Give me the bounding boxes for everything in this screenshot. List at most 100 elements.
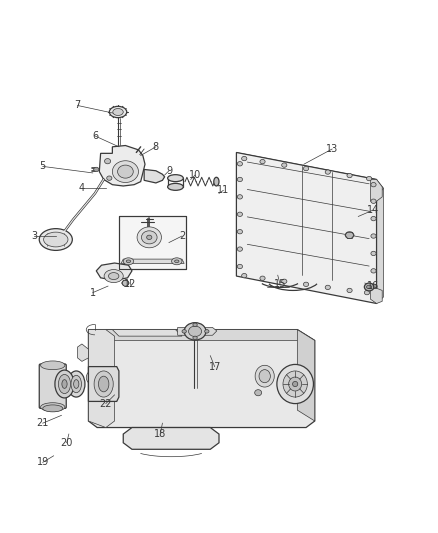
Text: 9: 9 — [166, 166, 172, 176]
Text: 8: 8 — [153, 142, 159, 152]
Ellipse shape — [117, 165, 133, 178]
Polygon shape — [371, 284, 382, 303]
Ellipse shape — [260, 276, 265, 280]
Ellipse shape — [105, 158, 111, 164]
Text: 3: 3 — [31, 231, 37, 241]
Ellipse shape — [237, 247, 243, 251]
Ellipse shape — [94, 167, 99, 172]
Ellipse shape — [367, 285, 372, 289]
Text: 18: 18 — [154, 429, 166, 439]
Ellipse shape — [237, 161, 243, 166]
Ellipse shape — [371, 251, 376, 256]
Ellipse shape — [283, 371, 307, 397]
Ellipse shape — [254, 390, 261, 396]
Text: 19: 19 — [37, 457, 49, 467]
Ellipse shape — [141, 231, 157, 244]
Ellipse shape — [237, 230, 243, 234]
Polygon shape — [178, 327, 217, 335]
Text: 2: 2 — [179, 231, 185, 241]
Ellipse shape — [175, 260, 179, 263]
Polygon shape — [377, 188, 384, 303]
Ellipse shape — [62, 379, 67, 389]
Ellipse shape — [58, 375, 71, 393]
Ellipse shape — [289, 377, 302, 391]
Ellipse shape — [193, 336, 197, 340]
Text: 5: 5 — [39, 161, 46, 172]
Ellipse shape — [259, 370, 270, 383]
Ellipse shape — [55, 370, 74, 398]
Text: 6: 6 — [92, 131, 98, 141]
Ellipse shape — [109, 272, 119, 279]
Ellipse shape — [371, 182, 376, 187]
Polygon shape — [237, 152, 377, 303]
Ellipse shape — [41, 361, 65, 370]
Ellipse shape — [347, 173, 352, 177]
Text: 14: 14 — [367, 205, 380, 215]
Ellipse shape — [172, 258, 182, 265]
Ellipse shape — [277, 365, 314, 403]
Ellipse shape — [304, 166, 309, 171]
Ellipse shape — [104, 270, 123, 282]
Ellipse shape — [364, 283, 374, 291]
Ellipse shape — [371, 199, 376, 204]
Text: 20: 20 — [60, 438, 73, 448]
Text: 13: 13 — [326, 144, 338, 154]
Text: 21: 21 — [36, 418, 49, 428]
Ellipse shape — [237, 264, 243, 269]
Ellipse shape — [147, 235, 152, 239]
Ellipse shape — [44, 232, 68, 247]
Polygon shape — [237, 152, 244, 275]
Ellipse shape — [193, 323, 197, 327]
Polygon shape — [297, 329, 315, 421]
Ellipse shape — [347, 288, 352, 293]
Polygon shape — [113, 329, 182, 336]
Text: 22: 22 — [99, 399, 112, 409]
Text: 4: 4 — [79, 183, 85, 193]
Ellipse shape — [41, 403, 65, 411]
Ellipse shape — [237, 195, 243, 199]
Polygon shape — [237, 152, 384, 188]
Text: 11: 11 — [217, 185, 230, 195]
Ellipse shape — [99, 376, 109, 392]
Ellipse shape — [94, 371, 113, 397]
Text: 16: 16 — [367, 281, 380, 291]
Ellipse shape — [282, 279, 287, 284]
Polygon shape — [121, 259, 184, 263]
Text: 17: 17 — [208, 361, 221, 372]
Polygon shape — [88, 367, 119, 401]
Ellipse shape — [182, 329, 186, 333]
Ellipse shape — [205, 329, 209, 333]
Ellipse shape — [214, 177, 219, 186]
Ellipse shape — [325, 285, 330, 289]
Ellipse shape — [67, 371, 85, 397]
Text: 7: 7 — [74, 100, 81, 110]
Polygon shape — [78, 344, 88, 361]
Polygon shape — [119, 216, 186, 269]
Polygon shape — [123, 427, 219, 449]
Ellipse shape — [71, 375, 81, 393]
Ellipse shape — [86, 370, 99, 384]
Ellipse shape — [122, 280, 129, 286]
Ellipse shape — [184, 322, 206, 340]
Ellipse shape — [113, 161, 138, 182]
Ellipse shape — [345, 232, 354, 239]
Polygon shape — [88, 329, 115, 427]
Text: 1: 1 — [90, 288, 96, 297]
Ellipse shape — [255, 365, 274, 387]
Ellipse shape — [110, 107, 127, 118]
Ellipse shape — [123, 258, 134, 265]
Polygon shape — [88, 329, 315, 427]
Text: 10: 10 — [189, 170, 201, 180]
Ellipse shape — [168, 175, 184, 182]
Ellipse shape — [126, 260, 131, 263]
Ellipse shape — [367, 176, 372, 181]
Ellipse shape — [260, 159, 265, 164]
Polygon shape — [144, 169, 165, 183]
Ellipse shape — [237, 212, 243, 216]
Polygon shape — [371, 180, 382, 201]
Ellipse shape — [364, 290, 370, 295]
Ellipse shape — [371, 269, 376, 273]
Ellipse shape — [137, 227, 162, 248]
Polygon shape — [96, 263, 132, 280]
Ellipse shape — [113, 109, 123, 116]
